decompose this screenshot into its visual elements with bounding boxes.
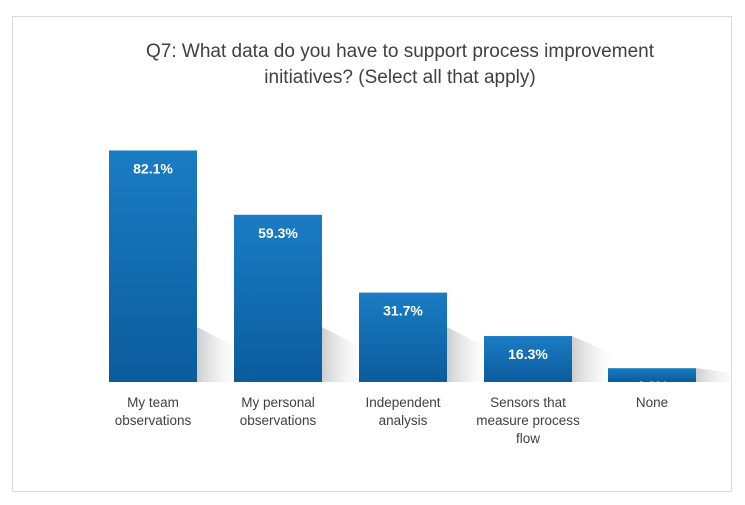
bar-shadow	[447, 327, 495, 382]
bar-shadow	[322, 327, 370, 382]
category-label-line: Sensors that	[490, 395, 566, 410]
chart-title-line-2: initiatives? (Select all that apply)	[264, 67, 536, 88]
data-label: 31.7%	[383, 303, 423, 319]
category-label-line: observations	[239, 413, 317, 428]
bar	[359, 292, 447, 382]
bar	[109, 150, 197, 382]
category-label-line: My team	[127, 395, 179, 410]
chart-title-line-1: Q7: What data do you have to support pro…	[146, 41, 654, 62]
category-label-line: observations	[114, 413, 192, 428]
category-label-line: None	[635, 395, 669, 410]
bar-shadow	[197, 327, 245, 382]
bar-shadow	[696, 368, 744, 382]
data-label: 59.3%	[258, 225, 298, 241]
data-label: 82.1%	[133, 160, 173, 176]
bar	[234, 214, 322, 382]
category-label: My personal observations	[218, 394, 338, 430]
bar	[608, 368, 696, 382]
category-label: Sensors that measure process flow	[468, 394, 588, 448]
category-label: None	[592, 394, 712, 412]
data-label: 4.9%	[636, 378, 668, 394]
category-label-line: flow	[515, 431, 540, 446]
category-label-line: My personal	[241, 395, 315, 410]
category-label: My team observations	[93, 394, 213, 430]
category-label-line: Independent	[365, 395, 441, 410]
bar	[484, 336, 572, 382]
category-label-line: analysis	[378, 413, 428, 428]
data-label: 16.3%	[508, 346, 548, 362]
category-label-line: measure process	[476, 413, 580, 428]
category-label: Independent analysis	[343, 394, 463, 430]
